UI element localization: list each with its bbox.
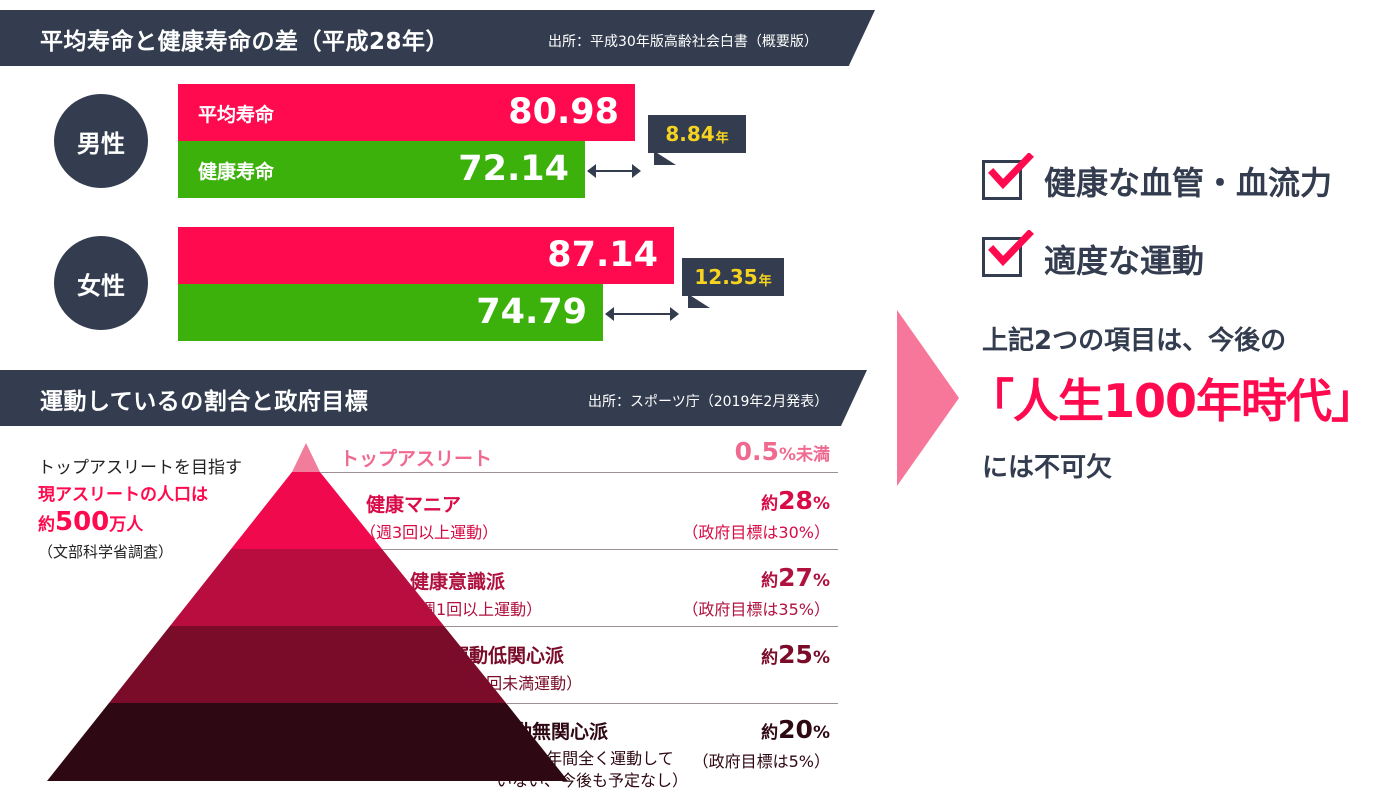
female-healthy-bar: 74.79 (178, 284, 603, 341)
healthy-life-label: 健康寿命 (198, 161, 275, 183)
athlete-note-line2: 現アスリートの人口は (38, 485, 208, 505)
male-healthy-value: 72.14 (458, 149, 569, 189)
exercise-title: 運動しているの割合と政府目標 (40, 389, 369, 415)
check-box-1 (982, 153, 1034, 200)
tier-3-number: 25 (778, 640, 813, 669)
life-source: 出所：平成30年版高齢社会白書（概要版） (548, 34, 818, 50)
checkmark-icon (988, 230, 1034, 267)
tier-3-value: 約25% (761, 640, 830, 669)
tier-3-sub: （週1回未満運動） (444, 674, 583, 693)
male-healthy-bar: 健康寿命 72.14 (178, 141, 585, 198)
conclusion-line3: には不可欠 (982, 453, 1113, 483)
chevron-arrow-icon (897, 310, 959, 486)
athlete-note-line3: 約500万人 (38, 509, 242, 539)
check-item-1: 健康な血管・血流力 (1044, 164, 1333, 202)
athlete-note-line1: トップアスリートを目指す (38, 458, 242, 478)
female-avg-bar: 87.14 (178, 227, 674, 284)
tier-no-interest (47, 703, 568, 781)
tier-4-unit: % (812, 723, 830, 743)
athlete-note-line4: （文部科学省調査） (38, 543, 174, 561)
male-gap-unit: 年 (715, 130, 729, 146)
checkmark-icon (988, 153, 1034, 190)
female-gap-value: 12.35 (694, 265, 758, 289)
female-avg-value: 87.14 (547, 235, 658, 275)
tier-3-prefix: 約 (761, 648, 779, 668)
female-gap-arrow (605, 307, 679, 321)
male-gap-value: 8.84 (665, 122, 715, 146)
male-gap-bubble: 8.84 年 (648, 115, 746, 165)
tier-4-name: 運動無関心派 (494, 721, 609, 743)
tier-0-number: 0.5 (734, 437, 779, 466)
exercise-banner: 運動しているの割合と政府目標 出所：スポーツ庁（2019年2月発表） (0, 370, 867, 426)
athlete-note: トップアスリートを目指す 現アスリートの人口は 約500万人 （文部科学省調査） (38, 455, 242, 566)
tier-1-prefix: 約 (761, 494, 779, 514)
tier-4-note: （政府目標は5%） (692, 752, 830, 771)
female-circle: 女性 (54, 236, 148, 330)
male-avg-bar: 平均寿命 80.98 (178, 84, 635, 141)
female-bubble-tail (688, 294, 710, 308)
tier-1-sub: （週3回以上運動） (360, 523, 499, 542)
male-bubble-tail (654, 151, 676, 165)
tier-line-2 (382, 549, 838, 550)
male-avg-value: 80.98 (508, 92, 619, 132)
tier-0-value: 0.5%未満 (735, 437, 830, 466)
tier-2-sub: （週1回以上運動） (404, 600, 543, 619)
tier-2-number: 27 (778, 563, 813, 592)
tier-1-unit: % (812, 494, 830, 514)
tier-line-3 (444, 626, 838, 627)
tier-0-name: トップアスリート (340, 448, 493, 470)
tier-4-prefix: 約 (761, 723, 779, 743)
female-gap-bubble: 12.35 年 (682, 258, 784, 308)
tier-2-value: 約27% (761, 563, 830, 592)
male-gap-arrow (587, 164, 641, 178)
tier-line-1 (320, 472, 838, 473)
male-circle: 男性 (54, 94, 148, 188)
athlete-note-prefix: 約 (38, 515, 55, 535)
tier-1-note: （政府目標は30%） (682, 523, 830, 542)
tier-1-number: 28 (778, 486, 813, 515)
tier-1-value: 約28% (761, 486, 830, 515)
avg-life-label: 平均寿命 (198, 104, 275, 126)
female-healthy-value: 74.79 (476, 292, 587, 332)
tier-2-note: （政府目標は35%） (682, 600, 830, 619)
tier-2-prefix: 約 (761, 571, 779, 591)
female-gap-unit: 年 (758, 273, 772, 289)
tier-top-athlete (292, 443, 320, 472)
check-box-2 (982, 230, 1034, 277)
tier-1-name: 健康マニア (366, 494, 462, 516)
conclusion-line1: 上記2つの項目は、今後の (982, 326, 1287, 356)
athlete-note-suffix: 万人 (109, 515, 144, 535)
tier-4-number: 20 (778, 715, 813, 744)
conclusion-highlight: 「人生100年時代」 (968, 374, 1377, 428)
tier-3-name: 運動低関心派 (450, 645, 565, 667)
athlete-note-number: 500 (55, 507, 110, 537)
tier-3-unit: % (812, 648, 830, 668)
life-banner: 平均寿命と健康寿命の差（平成28年） 出所：平成30年版高齢社会白書（概要版） (0, 10, 875, 66)
check-item-2: 適度な運動 (1044, 242, 1205, 280)
tier-0-unit: %未満 (778, 445, 830, 465)
tier-2-unit: % (812, 571, 830, 591)
exercise-source: 出所：スポーツ庁（2019年2月発表） (588, 394, 829, 410)
tier-4-sub2: いない、今後も予定なし） (496, 771, 689, 790)
tier-4-sub: （過去1年間全く運動して (488, 749, 674, 768)
tier-4-value: 約20% (761, 715, 830, 744)
tier-2-name: 健康意識派 (410, 571, 506, 593)
tier-line-4 (506, 703, 838, 704)
life-title: 平均寿命と健康寿命の差（平成28年） (40, 29, 450, 55)
